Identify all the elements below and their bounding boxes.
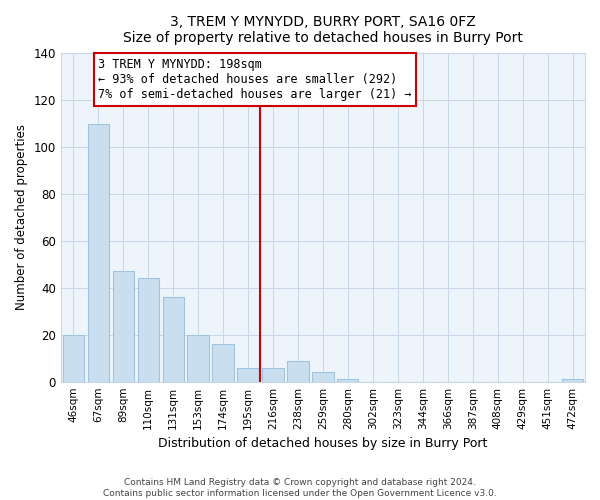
Title: 3, TREM Y MYNYDD, BURRY PORT, SA16 0FZ
Size of property relative to detached hou: 3, TREM Y MYNYDD, BURRY PORT, SA16 0FZ S…	[123, 15, 523, 45]
Bar	[163, 297, 184, 382]
Bar	[88, 124, 109, 382]
Bar	[187, 335, 209, 382]
Bar	[262, 368, 284, 382]
Bar	[312, 372, 334, 382]
Bar	[238, 368, 259, 382]
Bar	[62, 335, 84, 382]
Bar	[287, 360, 308, 382]
Bar	[212, 344, 233, 382]
Bar	[113, 272, 134, 382]
Bar	[562, 380, 583, 382]
Bar	[137, 278, 159, 382]
Text: Contains HM Land Registry data © Crown copyright and database right 2024.
Contai: Contains HM Land Registry data © Crown c…	[103, 478, 497, 498]
Text: 3 TREM Y MYNYDD: 198sqm
← 93% of detached houses are smaller (292)
7% of semi-de: 3 TREM Y MYNYDD: 198sqm ← 93% of detache…	[98, 58, 412, 101]
Bar	[337, 380, 358, 382]
X-axis label: Distribution of detached houses by size in Burry Port: Distribution of detached houses by size …	[158, 437, 488, 450]
Y-axis label: Number of detached properties: Number of detached properties	[15, 124, 28, 310]
